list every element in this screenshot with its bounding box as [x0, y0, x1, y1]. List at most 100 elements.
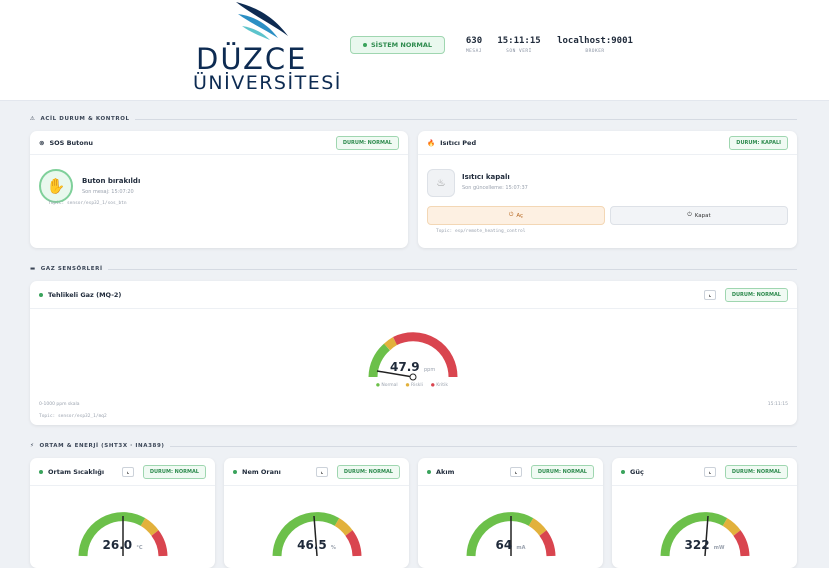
- stat-value: localhost:9001: [557, 36, 633, 46]
- card-header: Tehlikeli Gaz (MQ-2) ⌞ DURUM: NORMAL: [30, 281, 797, 309]
- heater-icon: ♨: [427, 169, 455, 197]
- off-button[interactable]: ⏻ Kapat: [610, 206, 788, 225]
- gauge-unit: mA: [516, 545, 526, 551]
- chart-button[interactable]: ⌞: [315, 466, 328, 477]
- status-dot: [363, 43, 367, 47]
- gauge-readout: 46.5 %: [224, 538, 409, 552]
- card-header: ⊗ SOS Butonu DURUM: NORMAL: [30, 131, 408, 155]
- chart-button[interactable]: ⌞: [703, 289, 716, 300]
- card-header: Güç ⌞ DURUM: NORMAL: [612, 458, 797, 486]
- gas-gauge: [368, 332, 458, 381]
- section-icon: ⚠: [30, 116, 36, 122]
- sos-card: ⊗ SOS Butonu DURUM: NORMAL ✋ Buton bırakıl…: [30, 131, 408, 248]
- card-header: Akım ⌞ DURUM: NORMAL: [418, 458, 603, 486]
- card-header: Ortam Sıcaklığı ⌞ DURUM: NORMAL: [30, 458, 215, 486]
- gauge-normal: [368, 343, 391, 378]
- heater-state: Isıtıcı kapalı: [462, 173, 510, 181]
- gauge: [466, 512, 556, 557]
- stat-label: SON VERİ: [506, 49, 532, 54]
- card-header: Nem Oranı ⌞ DURUM: NORMAL: [224, 458, 409, 486]
- logo-line2: ÜNİVERSİTESİ: [193, 72, 342, 94]
- button-icon: ⏻: [508, 212, 514, 218]
- env-card: Nem Oranı ⌞ DURUM: NORMAL 46.5 %: [224, 458, 409, 568]
- legend-text: Kritik: [436, 383, 448, 388]
- gauge-unit: %: [330, 545, 336, 551]
- gauge-risky: [528, 518, 547, 536]
- stat: 15:11:15 SON VERİ: [490, 36, 548, 54]
- topic: Topic: sensor/esp32_1/sos_btn: [48, 201, 127, 206]
- card-dot: [39, 292, 43, 297]
- button-text: Aç: [516, 212, 524, 219]
- gauge-risky: [383, 337, 398, 351]
- system-status: SİSTEM NORMAL: [350, 36, 445, 54]
- gauge-needle: [704, 515, 709, 557]
- gauge-risky: [140, 518, 159, 536]
- status-badge: DURUM: KAPALI: [729, 135, 788, 150]
- card-title: Ortam Sıcaklığı: [48, 467, 105, 476]
- logo-mark: [236, 2, 288, 40]
- gauge: [660, 512, 750, 557]
- section-text: ACİL DURUM & KONTROL: [40, 116, 130, 122]
- card-header: 🔥 Isıtıcı Ped DURUM: KAPALI: [418, 131, 797, 155]
- gauge-unit: °C: [136, 545, 143, 551]
- on-button[interactable]: ⏻ Aç: [427, 206, 605, 225]
- card-title: Nem Oranı: [242, 467, 281, 476]
- gauge-readout: 26.0 °C: [30, 538, 215, 552]
- stat-label: MESAJ: [465, 49, 483, 54]
- button-icon: ⏻: [687, 212, 692, 218]
- heater-card: 🔥 Isıtıcı Ped DURUM: KAPALI ♨ Isıtıcı kapa…: [418, 131, 797, 248]
- card-dot: [39, 469, 43, 474]
- section-text: GAZ SENSÖRLERİ: [40, 266, 103, 272]
- legend-item: ● Riskli: [405, 383, 423, 388]
- gauge-needle: [313, 515, 318, 557]
- section-title: ⚠ ACİL DURUM & KONTROL: [30, 116, 797, 122]
- status-badge: DURUM: NORMAL: [724, 464, 788, 479]
- card-dot: [233, 469, 237, 474]
- env-card: Akım ⌞ DURUM: NORMAL 64 mA: [418, 458, 603, 568]
- status-badge: DURUM: NORMAL: [142, 464, 206, 479]
- card-title: SOS Butonu: [49, 138, 94, 147]
- stat-label: BROKER: [585, 49, 605, 54]
- card-dot: [427, 469, 431, 474]
- gauge-unit: ppm: [424, 367, 436, 373]
- gauge-readout: 64 mA: [418, 538, 603, 552]
- section-icon: ⚡: [30, 443, 35, 449]
- page: DÜZCE ÜNİVERSİTESİ SİSTEM NORMAL 630 MESA…: [0, 0, 829, 553]
- gauge-normal: [272, 512, 340, 557]
- card-title: Güç: [630, 467, 644, 476]
- chart-button[interactable]: ⌞: [509, 466, 522, 477]
- chart-button[interactable]: ⌞: [703, 466, 716, 477]
- legend-item: ● Kritik: [430, 383, 448, 388]
- gauge-normal: [78, 512, 146, 557]
- card-title: Akım: [436, 467, 455, 476]
- env-card: Ortam Sıcaklığı ⌞ DURUM: NORMAL 26.0 °C: [30, 458, 215, 568]
- gauge-needle: [376, 370, 414, 378]
- chart-button[interactable]: ⌞: [121, 466, 134, 477]
- status-badge: DURUM: NORMAL: [336, 464, 400, 479]
- gauge-value: 64: [495, 538, 513, 552]
- gauge-risky: [722, 518, 741, 536]
- card-title: Isıtıcı Ped: [440, 138, 477, 147]
- topic: Topic: esp/remote_heating_control: [436, 229, 526, 234]
- topic: Topic: sensor/esp32_1/mq2: [39, 414, 107, 419]
- stat: 630 MESAJ: [452, 36, 496, 54]
- gauge-value: 26.0: [102, 538, 133, 552]
- sos-icon: ✋: [39, 169, 73, 203]
- gas-time: 15:11:15: [767, 402, 788, 407]
- gas-card: Tehlikeli Gaz (MQ-2) ⌞ DURUM: NORMAL 47.9 …: [30, 281, 797, 425]
- status-text: SİSTEM NORMAL: [371, 41, 432, 49]
- button-text: Kapat: [694, 212, 711, 219]
- card-icon: 🔥: [427, 138, 436, 147]
- card-dot: [621, 469, 625, 474]
- gauge-critical: [392, 332, 458, 378]
- status-badge: DURUM: NORMAL: [724, 287, 788, 302]
- stat-value: 15:11:15: [497, 36, 541, 46]
- stat: localhost:9001 BROKER: [552, 36, 638, 54]
- env-card: Güç ⌞ DURUM: NORMAL 322 mW: [612, 458, 797, 568]
- gauge: [78, 512, 168, 557]
- legend-text: Normal: [381, 383, 398, 388]
- legend-item: ● Normal: [376, 383, 398, 388]
- status-badge: DURUM: NORMAL: [530, 464, 594, 479]
- gauge-scale: 0-1000 ppm skala: [39, 402, 80, 407]
- gauge-readout: 322 mW: [612, 538, 797, 552]
